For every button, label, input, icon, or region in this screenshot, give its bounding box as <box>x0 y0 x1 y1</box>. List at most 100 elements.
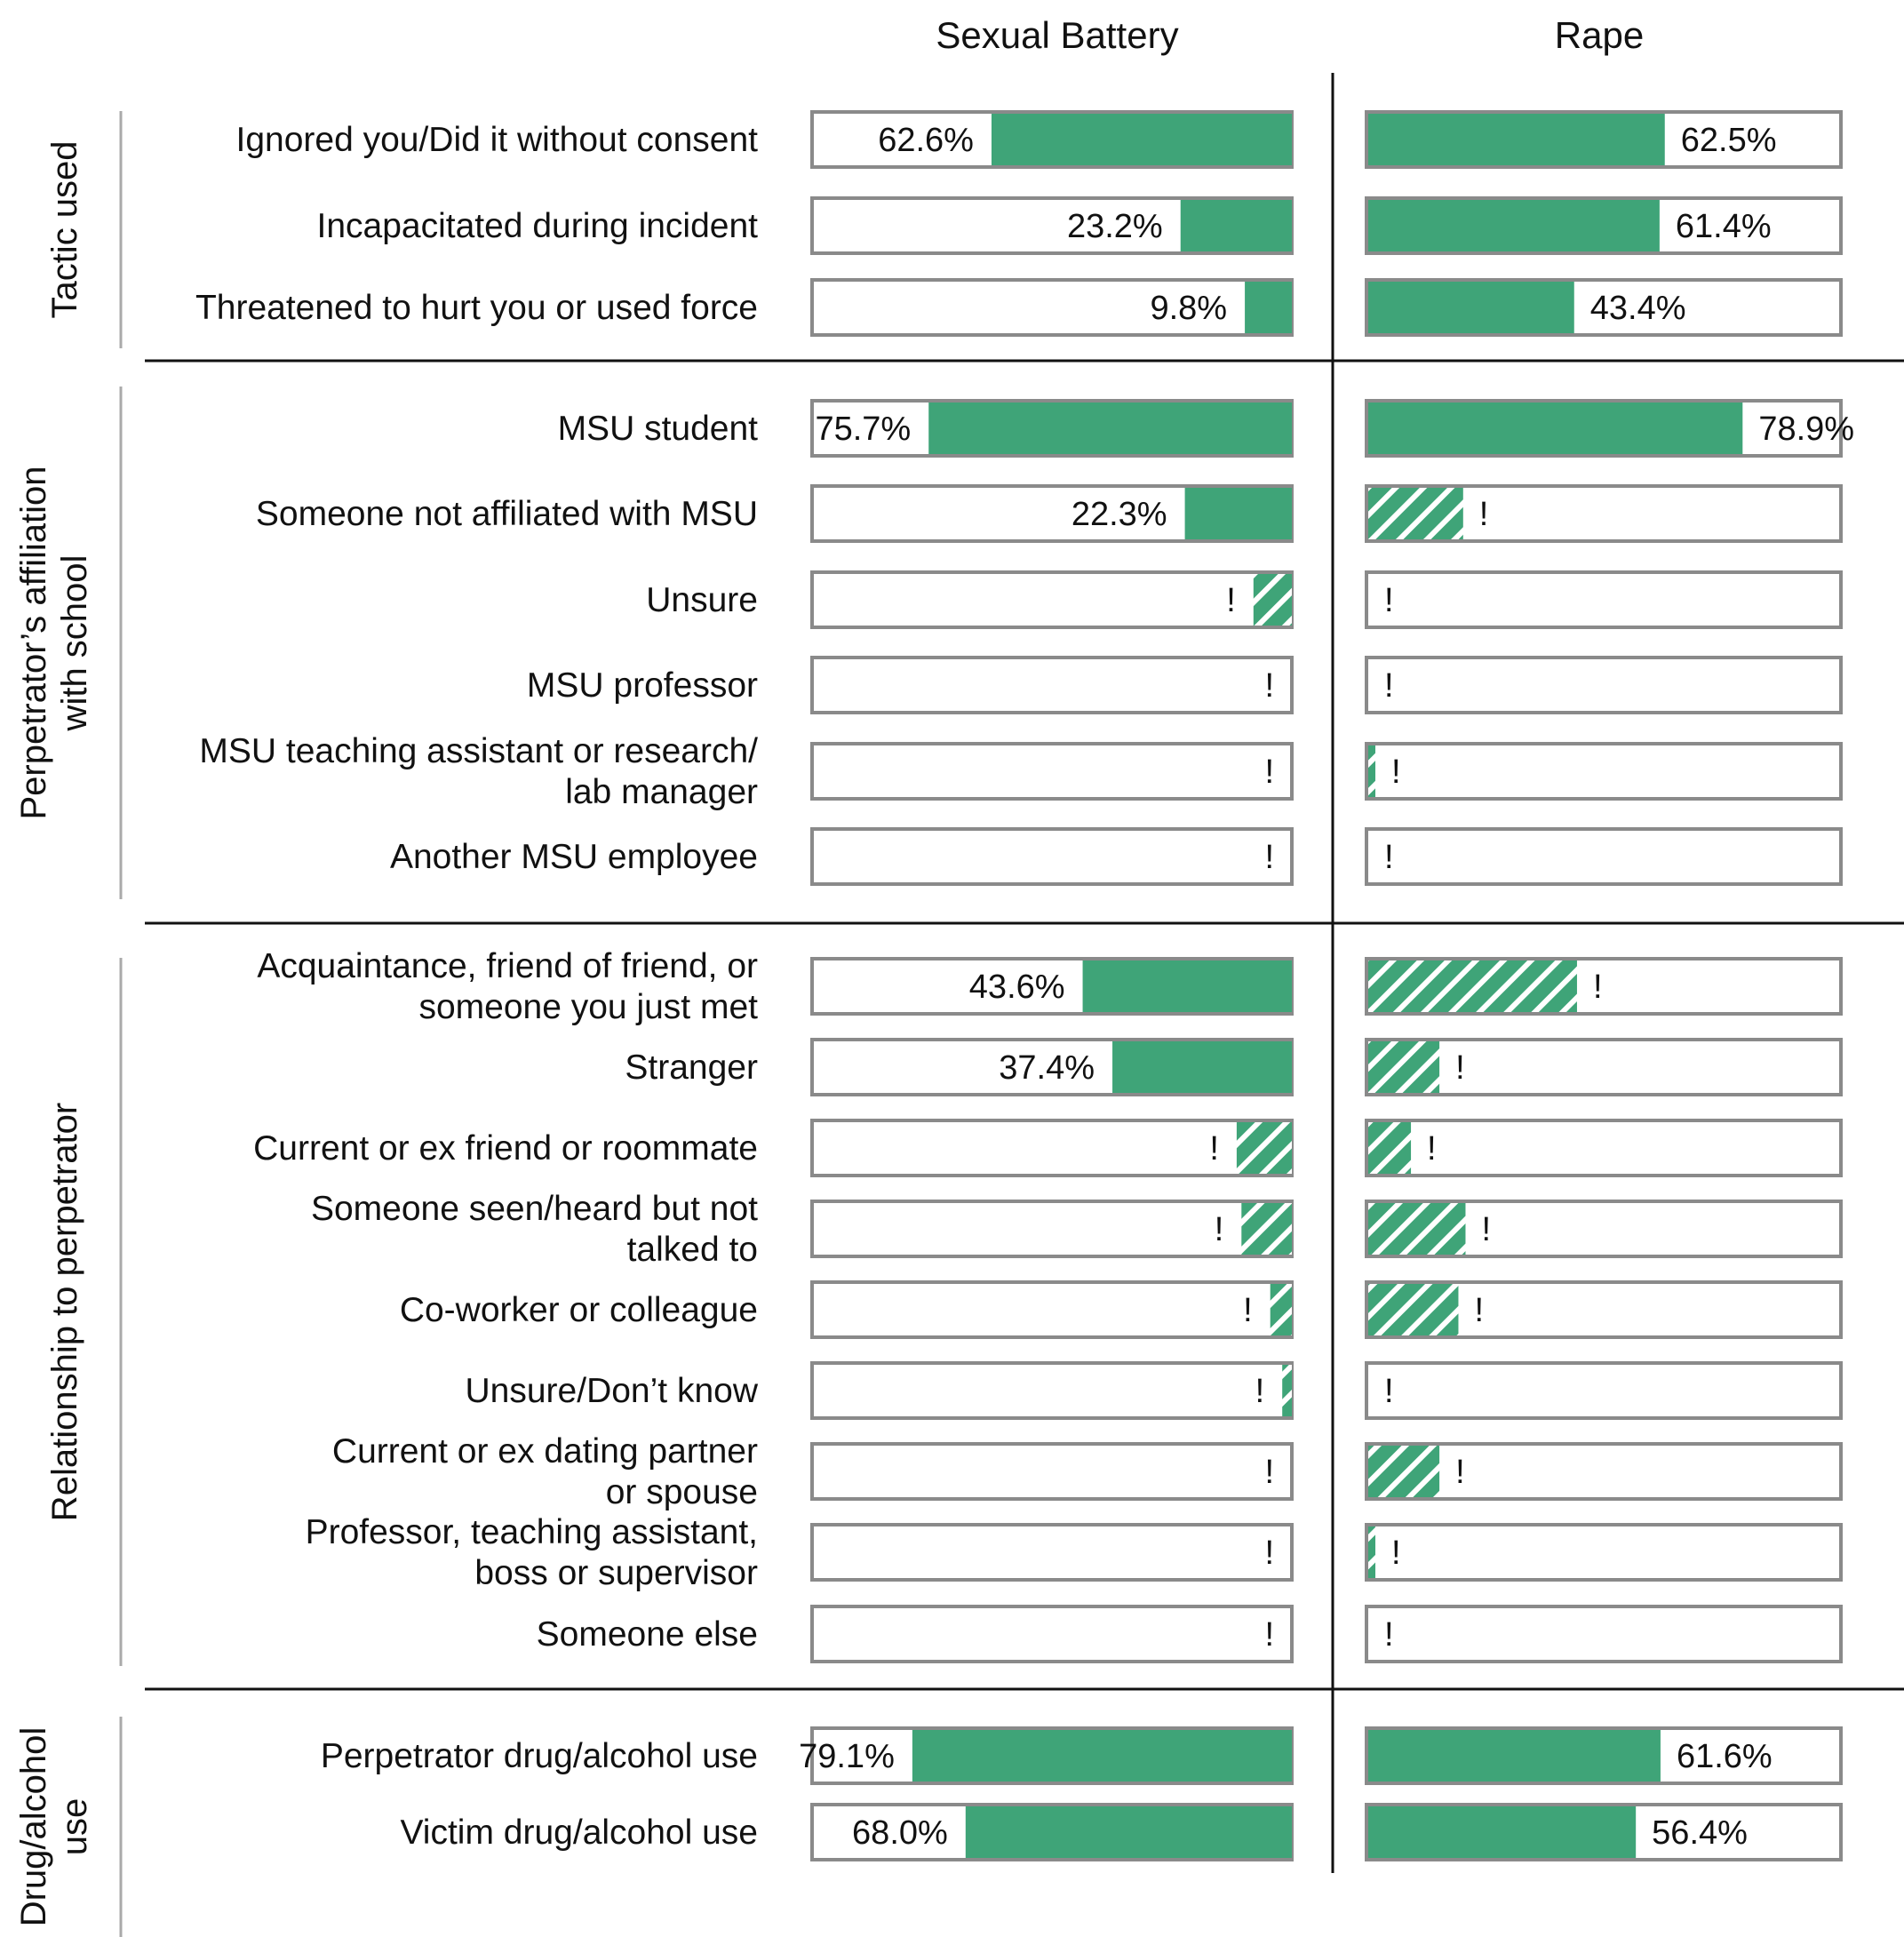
group-label: Tactic used <box>45 140 84 318</box>
flag-label: ! <box>1427 1130 1437 1168</box>
bar-frame <box>1365 1361 1843 1420</box>
category-label: Someone not affiliated with MSU <box>256 495 758 533</box>
data-label: 79.1% <box>799 1738 895 1775</box>
bar-row: MSU professor!! <box>527 656 1843 714</box>
group-label-line: Relationship to perpetrator <box>45 1103 84 1521</box>
flag-label: ! <box>1384 839 1394 876</box>
data-label: 9.8% <box>1150 290 1227 327</box>
bar-row: Acquaintance, friend of friend, orsomeon… <box>257 947 1843 1026</box>
bar-row: Co-worker or colleague!! <box>400 1280 1843 1339</box>
bar-frame <box>1365 742 1843 801</box>
category-label: boss or supervisor <box>474 1554 758 1592</box>
flag-label: ! <box>1479 496 1489 533</box>
bar-row: Threatened to hurt you or used force 9.8%… <box>195 278 1843 337</box>
group-label: Relationship to perpetrator <box>45 1103 84 1521</box>
flag-label: ! <box>1264 1534 1274 1572</box>
category-label: Co-worker or colleague <box>400 1291 758 1329</box>
bar-frame <box>1365 570 1843 629</box>
bar-rape <box>1368 282 1574 333</box>
data-label: 61.4% <box>1676 208 1772 245</box>
hatched-bar-rape <box>1368 1446 1440 1497</box>
category-label: Current or ex dating partner <box>332 1432 758 1471</box>
category-label: Another MSU employee <box>390 838 758 876</box>
flag-label: ! <box>1455 1049 1465 1087</box>
bar-frame <box>810 1200 1294 1258</box>
flag-label: ! <box>1243 1292 1253 1329</box>
data-label: 37.4% <box>999 1049 1095 1087</box>
flag-label: ! <box>1264 667 1274 705</box>
bar-frame <box>810 1119 1294 1177</box>
hatched-bar-sexual-battery <box>1282 1365 1292 1416</box>
hatched-bar-rape <box>1368 1526 1376 1578</box>
hatched-bar-rape <box>1368 1041 1440 1093</box>
category-label: Unsure/Don’t know <box>466 1372 759 1410</box>
flag-label: ! <box>1455 1454 1465 1491</box>
bar-rape <box>1368 403 1743 454</box>
bar-row: Ignored you/Did it without consent 62.6% 6… <box>235 110 1843 169</box>
data-label: 75.7% <box>815 411 911 448</box>
data-label: 43.6% <box>969 968 1065 1006</box>
hatched-bar-sexual-battery <box>1241 1203 1292 1255</box>
category-label: MSU professor <box>527 666 758 705</box>
group-label-line: with school <box>55 555 94 732</box>
category-label: Current or ex friend or roommate <box>253 1129 758 1168</box>
data-label: 78.9% <box>1758 411 1854 448</box>
category-label: Someone else <box>537 1615 758 1654</box>
flag-label: ! <box>1209 1130 1219 1168</box>
flag-label: ! <box>1474 1292 1484 1329</box>
bar-row: Stranger 37.4%! <box>625 1038 1843 1096</box>
data-label: 22.3% <box>1071 496 1167 533</box>
group-label: Drug/alcoholuse <box>14 1727 94 1927</box>
bar-frame <box>1365 1038 1843 1096</box>
bar-row: Perpetrator drug/alcohol use 79.1% 61.6% <box>321 1726 1843 1785</box>
bar-row: Someone else!! <box>537 1605 1843 1663</box>
data-label: 68.0% <box>852 1814 948 1852</box>
category-label: Stranger <box>625 1048 758 1087</box>
data-label: 43.4% <box>1590 290 1686 327</box>
data-label: 56.4% <box>1652 1814 1748 1852</box>
flag-label: ! <box>1593 968 1603 1006</box>
category-label: Ignored you/Did it without consent <box>235 121 758 159</box>
flag-label: ! <box>1215 1211 1224 1248</box>
group-label-line: Perpetrator’s affiliation <box>14 466 53 819</box>
data-label: 62.5% <box>1681 122 1777 159</box>
category-label: Perpetrator drug/alcohol use <box>321 1737 758 1775</box>
bar-frame <box>1365 1605 1843 1663</box>
hatched-bar-rape <box>1368 1203 1466 1255</box>
flag-label: ! <box>1481 1211 1491 1248</box>
bar-sexual-battery <box>1112 1041 1292 1093</box>
bar-frame <box>810 570 1294 629</box>
hatched-bar-rape <box>1368 961 1577 1012</box>
group-label-line: use <box>55 1798 94 1856</box>
bar-frame <box>810 1442 1294 1501</box>
bar-row: Unsure!! <box>646 570 1843 629</box>
bar-row: MSU student 75.7% 78.9% <box>558 399 1854 458</box>
flag-label: ! <box>1384 667 1394 705</box>
flag-label: ! <box>1391 753 1401 791</box>
category-label: Incapacitated during incident <box>316 207 758 245</box>
bar-frame <box>810 1280 1294 1339</box>
bar-frame <box>810 656 1294 714</box>
category-label: Someone seen/heard but not <box>311 1190 758 1228</box>
bar-sexual-battery <box>912 1730 1292 1782</box>
bar-frame <box>810 1361 1294 1420</box>
data-label: 61.6% <box>1677 1738 1773 1775</box>
flag-label: ! <box>1264 1616 1274 1654</box>
hatched-bar-rape <box>1368 488 1463 539</box>
bar-frame <box>1365 1119 1843 1177</box>
hatched-bar-sexual-battery <box>1236 1122 1292 1174</box>
bar-sexual-battery <box>991 114 1292 165</box>
group-label-line: Drug/alcohol <box>14 1727 53 1927</box>
category-label: talked to <box>627 1231 758 1269</box>
bar-row: Someone not affiliated with MSU 22.3%! <box>256 484 1843 543</box>
data-label: 62.6% <box>878 122 974 159</box>
flag-label: ! <box>1264 753 1274 791</box>
panel-header-sexual-battery: Sexual Battery <box>936 14 1178 56</box>
category-label: Victim drug/alcohol use <box>401 1813 759 1852</box>
flag-label: ! <box>1264 1454 1274 1491</box>
flag-label: ! <box>1384 582 1394 619</box>
bar-sexual-battery <box>1082 961 1292 1012</box>
category-label: Professor, teaching assistant, <box>306 1513 758 1551</box>
